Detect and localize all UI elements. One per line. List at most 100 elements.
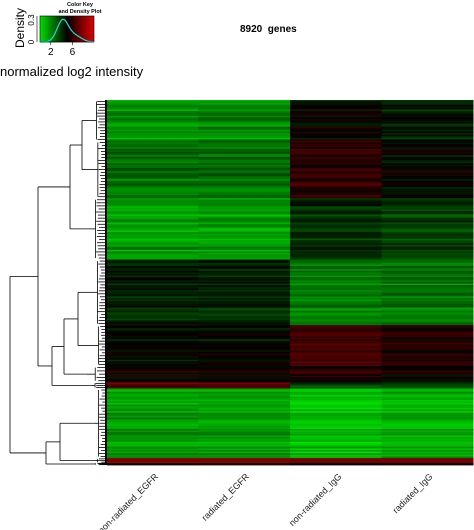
heatmap-cell bbox=[198, 356, 291, 359]
heatmap-cell bbox=[290, 267, 382, 270]
heatmap-cell bbox=[107, 265, 199, 268]
heatmap-cell bbox=[107, 347, 199, 350]
heatmap-cell bbox=[290, 128, 382, 131]
heatmap-cell bbox=[290, 101, 382, 104]
heatmap-cell bbox=[107, 180, 199, 183]
heatmap-cell bbox=[198, 342, 291, 345]
heatmap-cell bbox=[290, 336, 382, 339]
heatmap-cell bbox=[290, 334, 382, 337]
heatmap-cell bbox=[107, 114, 199, 117]
heatmap-cell bbox=[198, 293, 291, 296]
heatmap-cell bbox=[381, 137, 474, 140]
heatmap-cell bbox=[381, 445, 474, 448]
heatmap-cell bbox=[198, 377, 291, 380]
heatmap-cell bbox=[198, 451, 291, 454]
heatmap-cell bbox=[381, 272, 474, 275]
heatmap-cell bbox=[107, 396, 199, 399]
heatmap-cell bbox=[290, 232, 382, 235]
heatmap-cell bbox=[381, 432, 474, 435]
heatmap-cell bbox=[107, 238, 199, 241]
heatmap-cell bbox=[290, 251, 382, 254]
heatmap-cell bbox=[198, 317, 291, 320]
heatmap-cell bbox=[198, 359, 291, 362]
heatmap-cell bbox=[381, 411, 474, 414]
heatmap-cell bbox=[198, 201, 291, 204]
heatmap-cell bbox=[198, 394, 291, 397]
color-key-bar bbox=[39, 15, 95, 43]
heatmap-cell bbox=[107, 179, 199, 182]
heatmap-cell bbox=[107, 147, 199, 150]
heatmap-cell bbox=[290, 361, 382, 364]
heatmap-cell bbox=[290, 179, 382, 182]
heatmap-cell bbox=[198, 233, 291, 236]
heatmap-cell bbox=[198, 103, 291, 106]
heatmap-cell bbox=[107, 211, 199, 214]
heatmap-cell bbox=[198, 275, 291, 278]
heatmap-cell bbox=[290, 354, 382, 357]
heatmap-cell bbox=[198, 365, 291, 369]
heatmap-cell bbox=[198, 131, 291, 134]
heatmap-cell bbox=[290, 120, 382, 123]
heatmap-cell bbox=[198, 321, 291, 324]
heatmap-cell bbox=[290, 228, 382, 231]
heatmap-cell bbox=[290, 309, 382, 312]
heatmap-cell bbox=[381, 222, 474, 225]
heatmap-cell bbox=[381, 125, 474, 128]
heatmap-cell bbox=[198, 401, 291, 404]
heatmap-cell bbox=[107, 401, 199, 404]
heatmap-cell bbox=[381, 280, 474, 283]
heatmap-cell bbox=[198, 190, 291, 193]
heatmap-cell bbox=[381, 323, 474, 326]
heatmap-cell bbox=[290, 249, 382, 252]
heatmap-cell bbox=[107, 433, 199, 436]
heatmap-cell bbox=[198, 209, 291, 212]
heatmap-cell bbox=[107, 137, 199, 140]
heatmap-cell bbox=[290, 246, 382, 249]
heatmap-cell bbox=[107, 245, 199, 248]
heatmap-cell bbox=[290, 164, 382, 167]
heatmap-cell bbox=[198, 248, 291, 251]
heatmap-cell bbox=[381, 315, 474, 318]
heatmap-cell bbox=[198, 203, 291, 206]
heatmap-cell bbox=[107, 453, 199, 456]
heatmap-cell bbox=[107, 393, 199, 396]
heatmap-cell bbox=[198, 114, 291, 117]
heatmap-cell bbox=[107, 293, 199, 296]
heatmap-cell bbox=[290, 236, 382, 239]
heatmap-cell bbox=[198, 257, 291, 260]
heatmap-cell bbox=[107, 269, 199, 272]
heatmap-cell bbox=[198, 207, 291, 210]
heatmap-cell bbox=[290, 449, 382, 452]
heatmap-cell bbox=[290, 435, 382, 438]
heatmap-cell bbox=[290, 362, 382, 365]
heatmap-cell bbox=[290, 323, 382, 326]
heatmap-cell bbox=[381, 369, 474, 372]
heatmap-cell bbox=[198, 369, 291, 372]
heatmap-cell bbox=[198, 406, 291, 409]
heatmap-cell bbox=[381, 304, 474, 307]
heatmap-cell bbox=[381, 207, 474, 210]
heatmap-cell bbox=[381, 155, 474, 158]
heatmap-cell bbox=[198, 374, 291, 377]
heatmap-cell bbox=[107, 458, 199, 461]
heatmap-cell bbox=[107, 383, 199, 386]
heatmap-cell bbox=[198, 299, 291, 302]
heatmap-cell bbox=[198, 236, 291, 239]
heatmap-cell bbox=[198, 386, 291, 389]
heatmap-cell bbox=[290, 365, 382, 369]
heatmap-cell bbox=[107, 288, 199, 291]
heatmap-cell bbox=[107, 243, 199, 246]
heatmap-cell bbox=[107, 350, 199, 353]
heatmap-cell bbox=[290, 166, 382, 169]
heatmap-cell bbox=[290, 399, 382, 402]
heatmap-cell bbox=[381, 264, 474, 267]
heatmap-cell bbox=[381, 115, 474, 118]
heatmap-cell bbox=[198, 182, 291, 185]
heatmap-cell bbox=[290, 446, 382, 449]
heatmap-cell bbox=[381, 310, 474, 313]
heatmap-cell bbox=[290, 454, 382, 457]
heatmap-cell bbox=[198, 435, 291, 438]
heatmap-cell bbox=[290, 174, 382, 177]
heatmap-cell bbox=[107, 343, 199, 346]
